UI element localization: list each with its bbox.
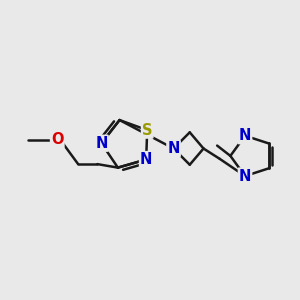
Text: N: N bbox=[167, 141, 180, 156]
Text: N: N bbox=[239, 128, 251, 143]
Text: S: S bbox=[142, 123, 152, 138]
Text: N: N bbox=[140, 152, 152, 167]
Text: N: N bbox=[95, 136, 108, 151]
Text: O: O bbox=[51, 132, 64, 147]
Text: N: N bbox=[239, 169, 251, 184]
